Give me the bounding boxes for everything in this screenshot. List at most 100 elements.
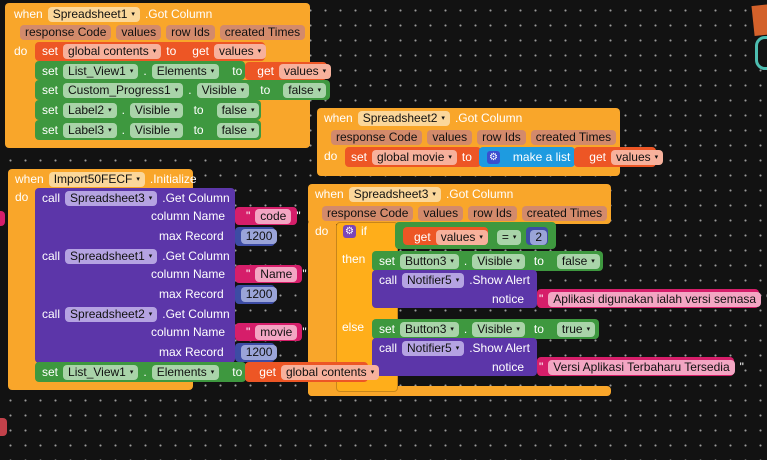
event-block-footer	[308, 386, 611, 396]
dot: .	[121, 103, 125, 117]
param[interactable]: response Code	[20, 24, 112, 40]
property-dropdown[interactable]: Visible ▾	[129, 122, 183, 138]
call-label: call	[379, 273, 398, 287]
trash-can-body-icon[interactable]	[755, 36, 767, 70]
trash-can-icon[interactable]	[751, 4, 767, 36]
arg-label: max Record	[159, 345, 224, 359]
to-label: to	[533, 254, 544, 268]
component-dropdown[interactable]: Spreadsheet3 ▾	[65, 190, 158, 206]
method-label: .Get Column	[162, 191, 230, 205]
boolean-dropdown[interactable]: false ▾	[216, 102, 260, 118]
boolean-dropdown[interactable]: true ▾	[556, 321, 596, 337]
component-dropdown[interactable]: Spreadsheet1 ▾	[47, 6, 140, 22]
offscreen-block[interactable]	[0, 211, 5, 226]
property-dropdown[interactable]: Visible ▾	[472, 321, 525, 337]
component-dropdown[interactable]: Button3 ▾	[400, 321, 459, 337]
arg-label: column Name	[151, 267, 226, 281]
call-label: call	[42, 307, 61, 321]
component-dropdown[interactable]: Custom_Progress1 ▾	[63, 82, 184, 98]
then-label: then	[342, 252, 366, 266]
text-field[interactable]: Name	[255, 266, 298, 282]
number-field[interactable]: 2	[530, 229, 548, 245]
arg-label: max Record	[159, 229, 224, 243]
set-label: set	[42, 365, 59, 379]
param[interactable]: created Times	[530, 129, 617, 145]
param[interactable]: response Code	[331, 129, 423, 145]
to-label: to	[232, 365, 243, 379]
boolean-dropdown[interactable]: false ▾	[556, 253, 600, 269]
operator-dropdown[interactable]: = ▾	[496, 229, 522, 245]
component-dropdown[interactable]: List_View1 ▾	[63, 364, 139, 380]
event-header: when Spreadsheet1 ▾ .Got Column	[14, 5, 212, 23]
param[interactable]: response Code	[322, 205, 414, 221]
text-field[interactable]: Aplikasi digunakan ialah versi semasa	[548, 291, 762, 307]
number-field[interactable]: 1200	[240, 228, 278, 244]
call-label: call	[379, 341, 398, 355]
call-label: call	[42, 191, 61, 205]
property-dropdown[interactable]: Elements ▾	[151, 364, 220, 380]
dot: .	[121, 123, 125, 137]
param[interactable]: values	[418, 205, 464, 221]
event-label: .Initialize	[149, 172, 197, 186]
set-label: set	[42, 44, 59, 58]
text-field[interactable]: movie	[255, 324, 298, 340]
component-dropdown[interactable]: Button3 ▾	[400, 253, 459, 269]
param[interactable]: row Ids	[468, 205, 517, 221]
component-dropdown[interactable]: Spreadsheet2 ▾	[65, 306, 158, 322]
param[interactable]: row Ids	[477, 129, 526, 145]
get-label: get	[257, 64, 274, 78]
component-dropdown[interactable]: Notifier5 ▾	[402, 272, 465, 288]
number-field[interactable]: 1200	[240, 286, 278, 302]
text-field[interactable]: Versi Aplikasi Terbaharu Tersedia	[548, 359, 735, 375]
method-label: .Get Column	[162, 249, 230, 263]
offscreen-block[interactable]	[0, 418, 7, 436]
call-get-column-blocks[interactable]	[35, 188, 235, 363]
dot: .	[463, 254, 468, 268]
get-dropdown[interactable]: values ▾	[278, 63, 332, 79]
do-label: do	[324, 149, 338, 163]
get-dropdown[interactable]: values ▾	[435, 229, 488, 245]
component-dropdown[interactable]: Spreadsheet1 ▾	[65, 248, 158, 264]
component-dropdown[interactable]: Label3 ▾	[63, 122, 117, 138]
gear-icon[interactable]: ⚙	[486, 150, 500, 164]
text-field[interactable]: code	[255, 208, 292, 224]
property-dropdown[interactable]: Visible ▾	[472, 253, 525, 269]
variable-dropdown[interactable]: global contents ▾	[280, 364, 380, 380]
get-dropdown[interactable]: values ▾	[610, 149, 664, 165]
event-label: .Got Column	[445, 187, 514, 201]
event-params: response Code values row Ids created Tim…	[20, 23, 306, 41]
number-field[interactable]: 1200	[240, 344, 278, 360]
to-label: to	[193, 103, 204, 117]
method-label: .Get Column	[162, 307, 230, 321]
set-label: set	[42, 103, 59, 117]
component-dropdown[interactable]: Import50FECF ▾	[48, 171, 145, 187]
property-dropdown[interactable]: Visible ▾	[129, 102, 183, 118]
param[interactable]: values	[427, 129, 473, 145]
to-label: to	[232, 64, 243, 78]
arg-label: max Record	[159, 287, 224, 301]
component-dropdown[interactable]: Notifier5 ▾	[402, 340, 465, 356]
component-dropdown[interactable]: Label2 ▾	[63, 102, 117, 118]
variable-dropdown[interactable]: global movie ▾	[372, 149, 457, 165]
component-dropdown[interactable]: Spreadsheet3 ▾	[348, 186, 441, 202]
param[interactable]: row Ids	[166, 24, 215, 40]
property-dropdown[interactable]: Visible ▾	[196, 82, 250, 98]
property-dropdown[interactable]: Elements ▾	[151, 63, 220, 79]
get-dropdown[interactable]: values ▾	[213, 43, 267, 59]
gear-icon[interactable]: ⚙	[343, 224, 356, 238]
param[interactable]: values	[116, 24, 162, 40]
component-dropdown[interactable]: Spreadsheet2 ▾	[357, 110, 450, 126]
make-a-list-block[interactable]	[479, 147, 575, 167]
component-dropdown[interactable]: List_View1 ▾	[63, 63, 139, 79]
param[interactable]: created Times	[219, 24, 306, 40]
dot: .	[463, 322, 468, 336]
variable-dropdown[interactable]: global contents ▾	[63, 43, 162, 59]
set-label: set	[379, 322, 396, 336]
call-label: call	[42, 249, 61, 263]
boolean-dropdown[interactable]: false ▾	[283, 82, 327, 98]
quote: "	[739, 360, 744, 374]
do-label: do	[14, 44, 28, 58]
quote: "	[302, 267, 307, 281]
param[interactable]: created Times	[521, 205, 608, 221]
boolean-dropdown[interactable]: false ▾	[216, 122, 260, 138]
